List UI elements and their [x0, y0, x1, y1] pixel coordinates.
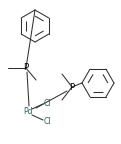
Text: Cl: Cl: [44, 116, 52, 126]
Text: P: P: [23, 64, 29, 72]
Text: Pd: Pd: [23, 108, 33, 116]
Text: Cl: Cl: [44, 98, 52, 108]
Text: P: P: [69, 83, 75, 91]
